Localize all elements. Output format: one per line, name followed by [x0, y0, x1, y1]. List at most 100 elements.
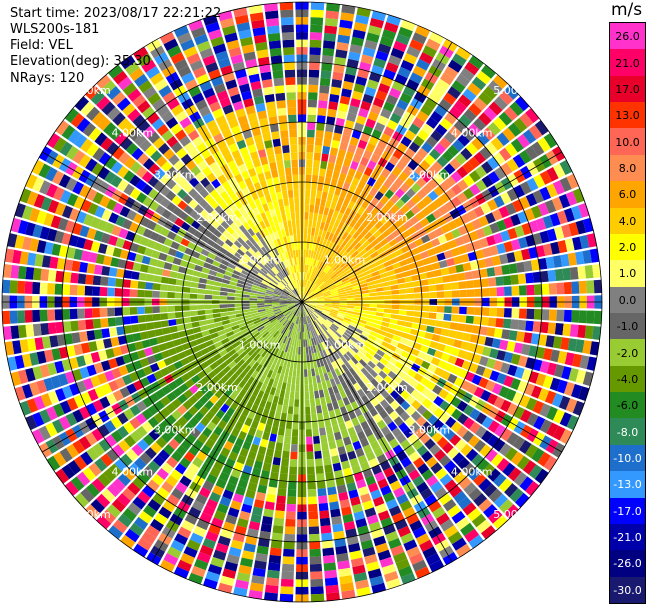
- velocity-gate: [375, 393, 385, 403]
- velocity-gate: [304, 197, 310, 205]
- velocity-gate: [17, 220, 29, 235]
- velocity-gate: [71, 332, 81, 344]
- velocity-gate: [127, 108, 141, 122]
- velocity-gate: [383, 415, 393, 426]
- velocity-gate: [46, 183, 58, 198]
- velocity-gate: [141, 531, 157, 545]
- velocity-gate: [335, 282, 344, 288]
- velocity-gate: [254, 198, 262, 207]
- velocity-gate: [120, 534, 136, 549]
- velocity-gate: [231, 255, 240, 263]
- velocity-gate: [507, 227, 518, 240]
- velocity-gate: [297, 361, 301, 370]
- velocity-gate: [361, 297, 370, 301]
- velocity-gate: [200, 272, 209, 279]
- velocity-gate: [32, 281, 41, 295]
- velocity-gate: [528, 246, 538, 259]
- velocity-gate: [305, 414, 311, 422]
- velocity-gate: [545, 335, 555, 348]
- velocity-gate: [357, 525, 370, 536]
- velocity-gate: [285, 174, 293, 183]
- velocity-gate: [326, 280, 334, 287]
- velocity-gate: [231, 324, 240, 331]
- velocity-gate: [209, 161, 220, 172]
- velocity-gate: [106, 393, 117, 405]
- velocity-gate: [72, 181, 84, 195]
- velocity-gate: [265, 343, 273, 352]
- velocity-gate: [295, 264, 298, 273]
- velocity-gate: [312, 167, 320, 176]
- velocity-gate: [334, 125, 344, 135]
- velocity-gate: [388, 505, 402, 517]
- velocity-gate: [285, 285, 292, 292]
- velocity-gate: [180, 373, 191, 383]
- velocity-gate: [183, 141, 196, 153]
- velocity-gate: [96, 96, 111, 111]
- velocity-gate: [26, 398, 39, 413]
- velocity-gate: [156, 234, 167, 244]
- velocity-gate: [117, 335, 127, 345]
- velocity-gate: [266, 234, 273, 243]
- azimuth-lines: [2, 2, 602, 602]
- velocity-gate: [277, 324, 284, 332]
- velocity-gate: [170, 469, 183, 481]
- range-ring-label: 3.00km: [154, 423, 196, 436]
- velocity-gate: [279, 299, 288, 301]
- velocity-gate: [313, 235, 318, 244]
- velocity-gate: [374, 220, 384, 230]
- velocity-gate: [199, 188, 209, 199]
- velocity-gate: [380, 485, 392, 496]
- velocity-gate: [257, 305, 265, 308]
- velocity-gate: [299, 316, 301, 325]
- velocity-gate: [183, 389, 194, 399]
- colorbar-tick-label: -26.0: [613, 557, 642, 571]
- velocity-gate: [331, 334, 338, 342]
- velocity-gate: [281, 366, 286, 375]
- velocity-gate: [85, 432, 98, 446]
- velocity-gate: [330, 201, 337, 210]
- velocity-gate: [216, 224, 226, 234]
- velocity-gate: [243, 221, 251, 231]
- velocity-gate: [141, 408, 153, 421]
- velocity-gate: [388, 274, 397, 281]
- velocity-gate: [262, 331, 270, 338]
- velocity-gate: [324, 569, 338, 579]
- velocity-gate: [189, 384, 199, 395]
- velocity-gate: [260, 316, 269, 322]
- velocity-gate: [298, 346, 301, 355]
- velocity-gate: [160, 320, 170, 328]
- velocity-gate: [252, 27, 266, 37]
- velocity-gate: [237, 359, 245, 367]
- velocity-gate: [345, 329, 353, 336]
- velocity-gate: [525, 234, 536, 247]
- velocity-gate: [427, 231, 438, 241]
- velocity-gate: [34, 253, 44, 267]
- velocity-gate: [258, 258, 266, 266]
- velocity-gate: [320, 160, 328, 170]
- velocity-gate: [132, 94, 146, 108]
- velocity-gate: [434, 227, 444, 237]
- velocity-gate: [302, 287, 304, 295]
- velocity-gate: [377, 43, 392, 55]
- velocity-gate: [165, 340, 175, 349]
- velocity-gate: [309, 62, 320, 71]
- velocity-gate: [388, 323, 397, 330]
- velocity-gate: [100, 137, 114, 151]
- velocity-gate: [230, 352, 240, 361]
- velocity-gate: [18, 324, 27, 339]
- velocity-gate: [357, 370, 365, 380]
- velocity-gate: [506, 188, 519, 202]
- velocity-gate: [368, 334, 377, 342]
- velocity-gate: [433, 396, 444, 407]
- velocity-gate: [110, 175, 123, 188]
- velocity-gate: [572, 236, 582, 251]
- velocity-gate: [136, 225, 146, 236]
- velocity-gate: [289, 306, 296, 312]
- velocity-gate: [406, 513, 420, 525]
- velocity-gate: [280, 412, 287, 421]
- velocity-gate: [334, 163, 342, 173]
- velocity-gate: [320, 70, 332, 79]
- velocity-gate: [238, 163, 247, 174]
- velocity-gate: [335, 438, 344, 448]
